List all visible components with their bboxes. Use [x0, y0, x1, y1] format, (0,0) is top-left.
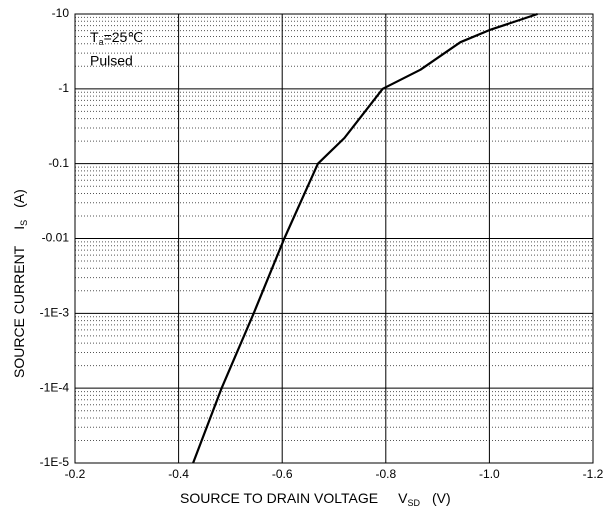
x-tick-label: -1.2 [583, 467, 604, 481]
annotation: Pulsed [90, 53, 133, 69]
x-tick-label: -0.8 [375, 467, 396, 481]
x-axis-label: SOURCE TO DRAIN VOLTAGE VSD (V) [180, 490, 451, 509]
y-tick-label: -0.01 [42, 231, 70, 245]
x-tick-label: -0.2 [65, 467, 86, 481]
y-axis-label: SOURCE CURRENTIS(A) [11, 189, 30, 378]
y-tick-label: -0.1 [48, 156, 69, 170]
x-tick-label: -0.6 [272, 467, 293, 481]
x-tick-label: -1.0 [479, 467, 500, 481]
y-tick-label: -10 [52, 6, 70, 20]
y-tick-label: -1 [58, 81, 69, 95]
annotation: Ta=25℃ [90, 29, 143, 48]
y-tick-label: -1E-5 [40, 455, 70, 469]
y-tick-label: -1E-3 [40, 306, 70, 320]
y-tick-label: -1E-4 [40, 380, 70, 394]
x-tick-label: -0.4 [168, 467, 189, 481]
data-line [192, 12, 538, 464]
